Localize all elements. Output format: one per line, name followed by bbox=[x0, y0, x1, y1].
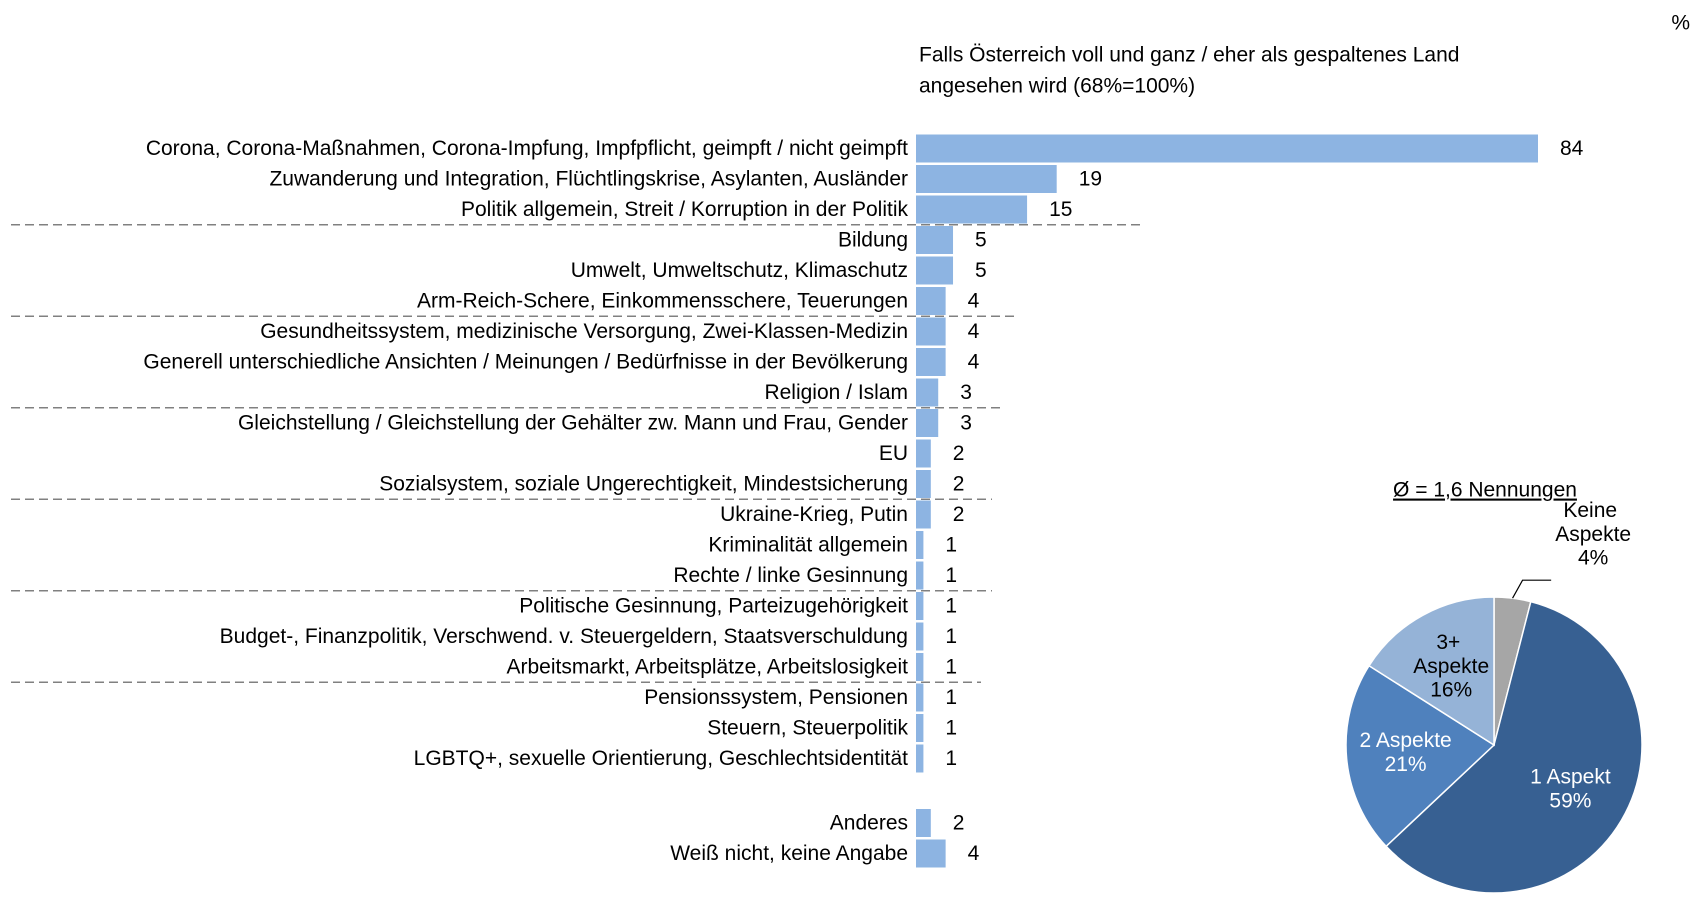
value-label: 19 bbox=[1079, 168, 1102, 191]
value-label: 1 bbox=[945, 564, 957, 587]
bar bbox=[916, 500, 931, 529]
value-label: 4 bbox=[968, 842, 980, 865]
unit-label: % bbox=[1671, 12, 1690, 35]
value-label: 1 bbox=[945, 595, 957, 618]
bar bbox=[916, 470, 931, 498]
category-label: Gesundheitssystem, medizinische Versorgu… bbox=[260, 320, 908, 343]
slice-label: 1 Aspekt bbox=[1530, 766, 1611, 789]
bar bbox=[916, 809, 931, 837]
bar bbox=[916, 409, 939, 437]
category-label: Religion / Islam bbox=[764, 381, 908, 404]
category-label: Sozialsystem, soziale Ungerechtigkeit, M… bbox=[379, 473, 908, 496]
category-label: Anderes bbox=[830, 812, 908, 835]
category-label: Politik allgemein, Streit / Korruption i… bbox=[461, 198, 909, 221]
bar bbox=[916, 561, 924, 590]
bar bbox=[916, 348, 946, 376]
value-label: 1 bbox=[945, 625, 957, 648]
pie-title: Ø = 1,6 Nennungen bbox=[1393, 479, 1577, 502]
value-label: 2 bbox=[953, 442, 965, 465]
value-label: 5 bbox=[975, 229, 987, 252]
slice-value-label: 21% bbox=[1385, 753, 1427, 776]
value-label: 1 bbox=[945, 686, 957, 709]
category-label: Budget-, Finanzpolitik, Verschwend. v. S… bbox=[220, 625, 908, 648]
category-label: Weiß nicht, keine Angabe bbox=[670, 842, 908, 865]
bar bbox=[916, 439, 931, 468]
value-label: 4 bbox=[968, 351, 980, 374]
bar bbox=[916, 653, 924, 681]
bar bbox=[916, 256, 954, 285]
bar bbox=[916, 592, 924, 620]
value-label: 1 bbox=[945, 534, 957, 557]
bar bbox=[916, 226, 954, 254]
value-label: 84 bbox=[1560, 137, 1584, 160]
value-label: 15 bbox=[1049, 198, 1072, 221]
category-label: Politische Gesinnung, Parteizugehörigkei… bbox=[519, 595, 908, 618]
bar bbox=[916, 622, 924, 651]
value-label: 5 bbox=[975, 259, 987, 282]
subtitle: angesehen wird (68%=100%) bbox=[919, 75, 1195, 98]
bar bbox=[916, 714, 924, 742]
bar bbox=[916, 683, 924, 712]
value-label: 2 bbox=[953, 503, 965, 526]
bar bbox=[916, 531, 924, 559]
value-label: 2 bbox=[953, 812, 965, 835]
category-label: Rechte / linke Gesinnung bbox=[673, 564, 908, 587]
value-label: 1 bbox=[945, 656, 957, 679]
category-label: Arm-Reich-Schere, Einkommensschere, Teue… bbox=[417, 290, 908, 313]
bar bbox=[916, 744, 924, 773]
slice-label: Keine Aspekte bbox=[1555, 498, 1631, 545]
bar bbox=[916, 195, 1028, 224]
slice-value-label: 59% bbox=[1549, 790, 1591, 813]
pie-slice bbox=[1345, 664, 1496, 848]
bar bbox=[916, 165, 1057, 193]
category-label: Steuern, Steuerpolitik bbox=[707, 717, 908, 740]
bar bbox=[916, 378, 939, 407]
pie-slice bbox=[1368, 596, 1495, 747]
bar bbox=[916, 317, 946, 346]
subtitle: Falls Österreich voll und ganz / eher al… bbox=[919, 44, 1459, 67]
pie-slice bbox=[1385, 600, 1643, 894]
category-label: LGBTQ+, sexuelle Orientierung, Geschlech… bbox=[414, 747, 908, 770]
value-label: 1 bbox=[945, 747, 957, 770]
category-label: Umwelt, Umweltschutz, Klimaschutz bbox=[571, 259, 908, 282]
category-label: Bildung bbox=[838, 229, 908, 252]
bar bbox=[916, 287, 946, 315]
category-label: Generell unterschiedliche Ansichten / Me… bbox=[143, 351, 908, 374]
value-label: 3 bbox=[960, 412, 972, 435]
bar bbox=[916, 839, 946, 868]
category-label: Zuwanderung und Integration, Flüchtlings… bbox=[269, 168, 908, 191]
category-label: Gleichstellung / Gleichstellung der Gehä… bbox=[238, 412, 908, 435]
value-label: 4 bbox=[968, 320, 980, 343]
category-label: Pensionssystem, Pensionen bbox=[644, 686, 908, 709]
slice-value-label: 4% bbox=[1578, 546, 1608, 569]
category-label: Kriminalität allgemein bbox=[708, 534, 908, 557]
value-label: 1 bbox=[945, 717, 957, 740]
bar bbox=[916, 134, 1538, 163]
category-label: EU bbox=[879, 442, 908, 465]
value-label: 4 bbox=[968, 290, 980, 313]
slice-label: 3+ Aspekte bbox=[1413, 631, 1489, 678]
slice-label: 2 Aspekte bbox=[1359, 729, 1451, 752]
category-label: Arbeitsmarkt, Arbeitsplätze, Arbeitslosi… bbox=[506, 656, 908, 679]
slice-value-label: 16% bbox=[1430, 679, 1472, 702]
leader-line bbox=[1512, 579, 1552, 599]
category-label: Ukraine-Krieg, Putin bbox=[720, 503, 908, 526]
value-label: 2 bbox=[953, 473, 965, 496]
category-label: Corona, Corona-Maßnahmen, Corona-Impfung… bbox=[146, 137, 908, 160]
value-label: 3 bbox=[960, 381, 972, 404]
